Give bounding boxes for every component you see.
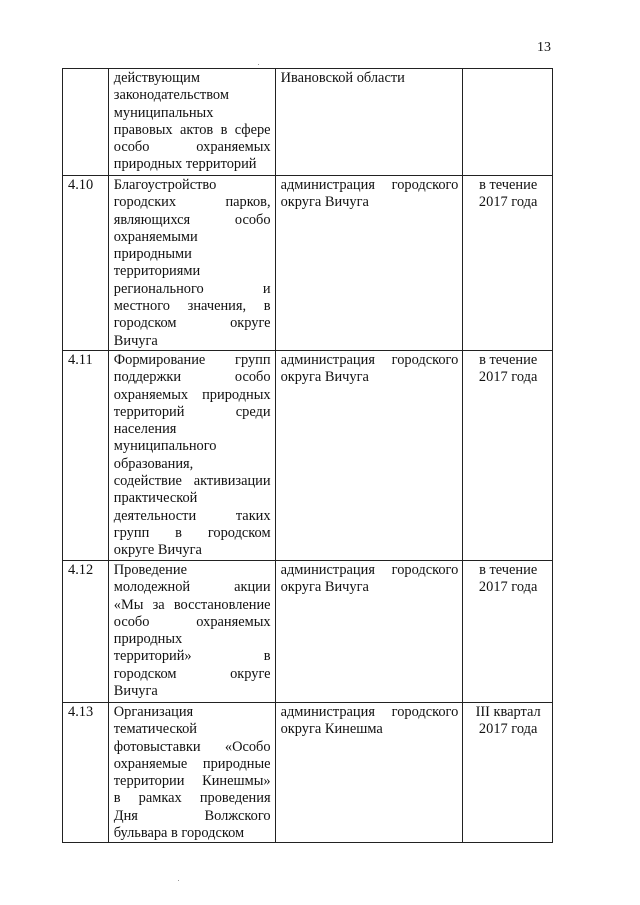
table-row: действующим законодательством муниципальны… bbox=[62, 68, 553, 176]
page-number: 13 bbox=[537, 40, 551, 55]
text-line: «Мы за восстановление bbox=[113, 596, 271, 613]
text-line: содействие активизации bbox=[113, 473, 271, 490]
text-line: природными bbox=[113, 246, 192, 263]
text-line: являющихся особо bbox=[113, 211, 271, 228]
item-number: 4.13 bbox=[62, 701, 109, 844]
responsible-party: администрация городского округа Вичуга bbox=[274, 559, 464, 703]
text-line: 2017 года bbox=[478, 579, 538, 596]
activity-description: действующим законодательством муниципальны… bbox=[107, 68, 276, 176]
activity-description: Организация тематической фотовыставки «Осо… bbox=[107, 701, 276, 844]
text-line: III квартал bbox=[475, 703, 541, 720]
text-line: действующим bbox=[113, 70, 200, 86]
text-line: территориями bbox=[113, 263, 201, 280]
text-line: природных территорий bbox=[113, 156, 257, 173]
text-line: городском округе bbox=[113, 665, 271, 682]
text-line: Дня Волжского bbox=[113, 807, 271, 824]
text-line: особо охраняемых bbox=[113, 139, 271, 156]
activity-description: Благоустройство городских парков, являющих… bbox=[107, 175, 276, 351]
responsible-party: Ивановской области bbox=[274, 68, 464, 176]
text-line: в течение bbox=[479, 561, 538, 578]
text-line: правовых актов в сфере bbox=[113, 121, 271, 138]
text-line: Ивановской области bbox=[280, 70, 405, 86]
deadline: в течение 2017 года bbox=[462, 349, 553, 561]
text-line: охраняемых природных bbox=[113, 386, 271, 403]
text-line: групп в городском bbox=[113, 524, 271, 541]
activities-table: действующим законодательством муниципальны… bbox=[62, 68, 553, 844]
deadline: в течение 2017 года bbox=[462, 559, 553, 703]
deadline bbox=[462, 68, 553, 176]
text-line: округе Вичуга bbox=[113, 542, 202, 559]
text-line: образования, bbox=[113, 455, 194, 472]
text-line: городском округе bbox=[113, 315, 271, 332]
scan-speck bbox=[178, 880, 179, 881]
text-line: в течение bbox=[479, 351, 538, 368]
activity-description: Проведение молодежной акции «Мы за восстан… bbox=[107, 559, 276, 703]
table-row: 4.13 Организация тематической фотовыставки … bbox=[62, 701, 553, 844]
text-line: администрация городского bbox=[280, 177, 459, 193]
text-line: муниципальных bbox=[113, 104, 214, 121]
text-line: природных bbox=[113, 631, 183, 648]
text-line: городских парков, bbox=[113, 194, 271, 211]
scan-speck bbox=[258, 64, 259, 65]
text-line: территорий среди bbox=[113, 403, 271, 420]
responsible-party: администрация городского округа Вичуга bbox=[274, 175, 464, 351]
text-line: практической bbox=[113, 490, 198, 507]
text-line: населения bbox=[113, 421, 177, 438]
deadline: III квартал 2017 года bbox=[462, 701, 553, 844]
text-line: 2017 года bbox=[478, 369, 538, 386]
activity-description: Формирование групп поддержки особо охраняе… bbox=[107, 349, 276, 561]
table-row: 4.11 Формирование групп поддержки особо охр… bbox=[62, 349, 553, 561]
text-line: молодежной акции bbox=[113, 579, 271, 596]
text-line: законодательством bbox=[113, 87, 229, 104]
deadline: в течение 2017 года bbox=[462, 175, 553, 351]
text-line: округа Вичуга bbox=[280, 369, 369, 386]
table-row: 4.12 Проведение молодежной акции «Мы за вос… bbox=[62, 559, 553, 703]
text-line: округа Вичуга bbox=[280, 194, 369, 211]
text-line: в рамках проведения bbox=[113, 790, 271, 807]
item-number: 4.11 bbox=[62, 349, 109, 561]
text-line: Благоустройство bbox=[113, 177, 217, 193]
text-line: округа Кинешма bbox=[280, 721, 383, 738]
text-line: Вичуга bbox=[113, 683, 158, 700]
text-line: Проведение bbox=[113, 561, 187, 578]
text-line: Вичуга bbox=[113, 332, 158, 349]
responsible-party: администрация городского округа Кинешма bbox=[274, 701, 464, 844]
text-line: Организация bbox=[113, 703, 194, 720]
item-number: 4.12 bbox=[62, 559, 109, 703]
text-line: деятельности таких bbox=[113, 507, 271, 524]
text-line: местного значения, в bbox=[113, 298, 271, 315]
text-line: поддержки особо bbox=[113, 369, 271, 386]
responsible-party: администрация городского округа Вичуга bbox=[274, 349, 464, 561]
text-line: особо охраняемых bbox=[113, 613, 271, 630]
text-line: территории Кинешмы» bbox=[113, 773, 271, 790]
text-line: регионального и bbox=[113, 280, 271, 297]
text-line: территорий» в bbox=[113, 648, 271, 665]
text-line: округа Вичуга bbox=[280, 579, 369, 596]
text-line: фотовыставки «Особо bbox=[113, 738, 271, 755]
text-line: муниципального bbox=[113, 438, 217, 455]
text-line: бульвара в городском bbox=[113, 825, 245, 842]
text-line: администрация городского bbox=[280, 351, 459, 368]
text-line: в течение bbox=[479, 177, 538, 193]
table-row: 4.10 Благоустройство городских парков, явля… bbox=[62, 175, 553, 351]
item-number bbox=[62, 68, 109, 176]
text-line: администрация городского bbox=[280, 703, 459, 720]
text-line: 2017 года bbox=[478, 721, 538, 738]
text-line: Формирование групп bbox=[113, 351, 271, 368]
text-line: администрация городского bbox=[280, 561, 459, 578]
text-line: охраняемыми bbox=[113, 228, 198, 245]
item-number: 4.10 bbox=[62, 175, 109, 351]
text-line: охраняемые природные bbox=[113, 755, 271, 772]
text-line: 2017 года bbox=[478, 194, 538, 211]
text-line: тематической bbox=[113, 721, 197, 738]
